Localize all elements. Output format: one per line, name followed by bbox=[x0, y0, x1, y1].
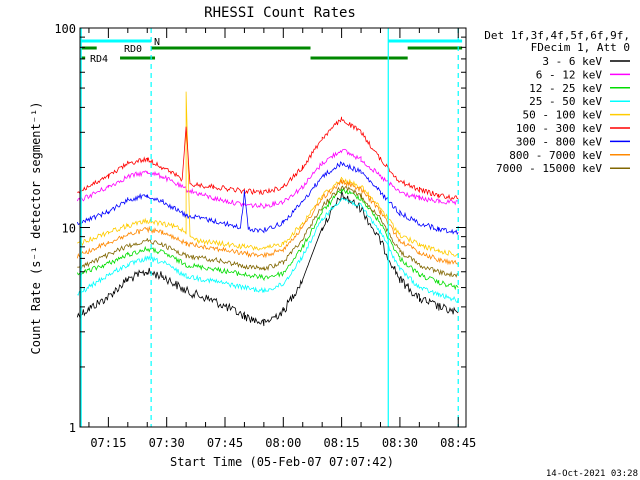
legend-label: 25 - 50 keV bbox=[529, 95, 602, 108]
y-tick-label: 100 bbox=[54, 22, 76, 36]
legend-label: 100 - 300 keV bbox=[516, 122, 602, 135]
flag-label-rd4: RD4 bbox=[90, 54, 108, 65]
series-line-25-50-kev bbox=[77, 197, 459, 304]
legend: Det 1f,3f,4f,5f,6f,9f,FDecim 1, Att 03 -… bbox=[484, 29, 630, 175]
y-tick-label: 10 bbox=[62, 222, 76, 236]
legend-entry-7000-15000-kev: 7000 - 15000 keV bbox=[496, 162, 630, 175]
vertical-markers bbox=[80, 28, 459, 427]
x-tick-label: 07:45 bbox=[207, 436, 243, 450]
legend-label: 300 - 800 keV bbox=[516, 135, 602, 148]
legend-entry-50-100-kev: 50 - 100 keV bbox=[523, 109, 630, 122]
y-axis-label: Count Rate (s⁻¹ detector segment⁻¹) bbox=[29, 102, 43, 355]
x-tick-label: 07:15 bbox=[90, 436, 126, 450]
legend-entry-800-7000-kev: 800 - 7000 keV bbox=[509, 149, 630, 162]
x-axis-label: Start Time (05-Feb-07 07:07:42) bbox=[170, 455, 394, 469]
series-line-300-800-kev bbox=[76, 161, 459, 236]
legend-label: 7000 - 15000 keV bbox=[496, 162, 602, 175]
series-line-800-7000-kev bbox=[76, 178, 459, 266]
legend-header-line: Det 1f,3f,4f,5f,6f,9f, bbox=[484, 29, 630, 42]
x-tick-label: 08:00 bbox=[265, 436, 301, 450]
x-tick-label: 08:45 bbox=[440, 436, 476, 450]
series-line-6-12-kev bbox=[76, 148, 459, 209]
legend-label: 50 - 100 keV bbox=[523, 109, 603, 122]
legend-entry-3-6-kev: 3 - 6 keV bbox=[542, 55, 630, 68]
legend-label: 12 - 25 keV bbox=[529, 82, 602, 95]
legend-label: 3 - 6 keV bbox=[542, 55, 602, 68]
series-lines bbox=[76, 91, 459, 327]
legend-entry-300-800-kev: 300 - 800 keV bbox=[516, 135, 630, 148]
chart-title: RHESSI Count Rates bbox=[204, 5, 356, 21]
flag-bars: N RD0 RD4 bbox=[81, 37, 463, 65]
series-line-7000-15000-kev bbox=[77, 185, 459, 278]
x-tick-label: 07:30 bbox=[149, 436, 185, 450]
flag-label-rd0: RD0 bbox=[124, 44, 142, 55]
legend-entry-100-300-kev: 100 - 300 keV bbox=[516, 122, 630, 135]
x-tick-label: 08:30 bbox=[382, 436, 418, 450]
series-line-12-25-kev bbox=[76, 187, 459, 291]
legend-entry-25-50-kev: 25 - 50 keV bbox=[529, 95, 630, 108]
y-tick-label: 1 bbox=[69, 421, 76, 435]
legend-label: 6 - 12 keV bbox=[536, 68, 603, 81]
series-line-3-6-kev bbox=[76, 191, 459, 327]
flag-label-n: N bbox=[154, 37, 160, 48]
timestamp: 14-Oct-2021 03:28 bbox=[546, 469, 638, 479]
y-axis: 1 10 100 bbox=[54, 22, 466, 435]
legend-entry-6-12-kev: 6 - 12 keV bbox=[536, 68, 630, 81]
x-tick-label: 08:15 bbox=[324, 436, 360, 450]
series-line-50-100-kev bbox=[77, 91, 459, 257]
plot-frame bbox=[79, 27, 467, 428]
legend-entry-12-25-kev: 12 - 25 keV bbox=[529, 82, 630, 95]
legend-header-line: FDecim 1, Att 0 bbox=[531, 41, 630, 54]
x-axis: 07:15 07:30 07:45 08:00 08:15 08:30 08:45 bbox=[88, 28, 476, 450]
legend-label: 800 - 7000 keV bbox=[509, 149, 602, 162]
series-line-100-300-kev bbox=[77, 116, 459, 201]
